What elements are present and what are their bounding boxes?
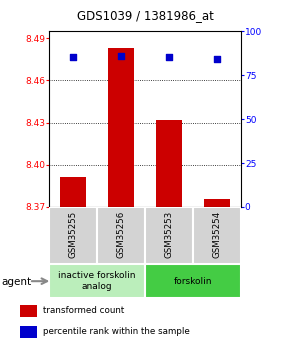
Text: GSM35256: GSM35256: [117, 211, 126, 258]
Bar: [156, 120, 182, 207]
Point: [119, 53, 124, 58]
Text: GSM35254: GSM35254: [212, 211, 221, 258]
Point: [214, 57, 219, 62]
Text: GDS1039 / 1381986_at: GDS1039 / 1381986_at: [77, 9, 213, 22]
Bar: [204, 199, 230, 207]
Bar: [60, 177, 86, 207]
Bar: [145, 207, 193, 264]
Point: [71, 55, 75, 60]
Text: inactive forskolin
analog: inactive forskolin analog: [58, 271, 136, 291]
Point: [166, 55, 171, 60]
Text: agent: agent: [1, 277, 32, 287]
Bar: [145, 264, 241, 298]
Bar: [49, 264, 145, 298]
Bar: [49, 207, 97, 264]
Bar: [193, 207, 241, 264]
Text: forskolin: forskolin: [174, 277, 212, 286]
Text: transformed count: transformed count: [43, 306, 124, 315]
Text: percentile rank within the sample: percentile rank within the sample: [43, 327, 189, 336]
Bar: [97, 207, 145, 264]
Bar: [20, 305, 37, 317]
Bar: [20, 326, 37, 338]
Bar: [108, 48, 134, 207]
Text: GSM35255: GSM35255: [69, 211, 78, 258]
Text: GSM35253: GSM35253: [164, 211, 173, 258]
